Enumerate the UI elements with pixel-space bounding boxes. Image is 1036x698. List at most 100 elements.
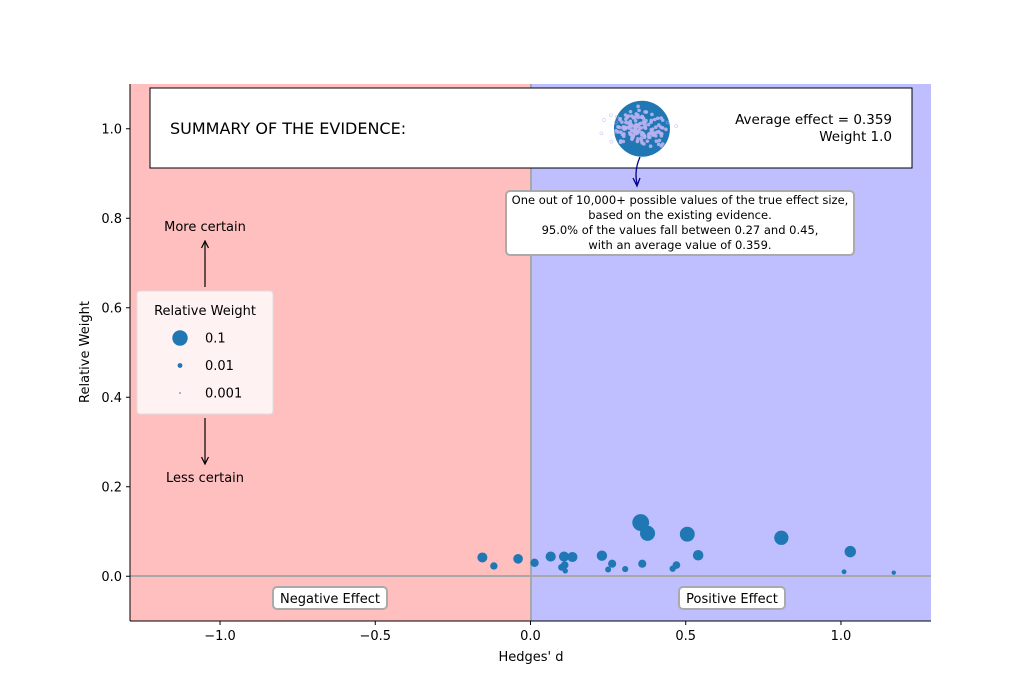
y-tick-label: 0.0	[101, 570, 122, 585]
sample-dot	[626, 114, 631, 118]
sample-dot	[650, 127, 655, 131]
sample-dot	[620, 132, 625, 137]
sample-dot	[649, 120, 653, 124]
sample-dot	[636, 104, 640, 109]
legend-entries: 0.1 0.01 0.001	[172, 330, 242, 402]
sample-dot	[636, 130, 640, 134]
sample-dot	[639, 133, 644, 137]
sample-dot	[648, 135, 652, 140]
y-axis-title: Relative Weight	[78, 301, 93, 403]
sample-dot	[618, 139, 623, 143]
y-tick-label: 0.8	[101, 212, 122, 227]
sample-dot	[615, 114, 619, 119]
negative-effect-label-box	[272, 586, 388, 610]
sample-dot	[664, 127, 668, 132]
sample-dot	[639, 126, 644, 130]
summary-box	[149, 87, 913, 169]
sample-dot	[631, 129, 636, 134]
sample-dot	[616, 125, 620, 129]
data-point	[692, 549, 704, 561]
sample-dot	[659, 125, 663, 129]
callout-box	[505, 190, 855, 256]
sample-dot	[602, 118, 606, 122]
y-tick-label: 0.4	[101, 391, 122, 406]
y-tick-label: 0.6	[101, 301, 122, 316]
less-certain-label: Less certain	[166, 471, 244, 486]
sample-dot	[636, 137, 640, 141]
legend-marker	[177, 363, 183, 368]
x-tick-label: 0.0	[520, 629, 541, 644]
sample-dot	[633, 115, 638, 119]
sample-dot	[620, 120, 624, 124]
sample-dot	[650, 112, 654, 117]
x-tick-label: 0.5	[675, 629, 696, 644]
legend-marker	[172, 330, 188, 346]
sample-dot	[652, 117, 657, 122]
data-point	[558, 551, 570, 562]
sample-dot	[641, 116, 646, 121]
sample-dot	[634, 112, 639, 116]
data-point	[844, 545, 856, 558]
sample-dot	[629, 114, 634, 118]
more-certain-arrowhead	[200, 239, 210, 249]
negative-effect-label: Negative Effect	[280, 592, 380, 607]
sample-dot	[614, 128, 618, 133]
legend-label: 0.01	[205, 359, 234, 374]
sample-dot	[645, 139, 650, 143]
sample-dot	[633, 123, 638, 128]
sample-dot	[628, 119, 633, 124]
legend-title: Relative Weight	[154, 304, 256, 319]
sample-dot	[637, 108, 641, 113]
data-point	[640, 525, 656, 541]
y-tick-label: 0.2	[101, 480, 122, 495]
callout-line-3: 95.0% of the values fall between 0.27 an…	[542, 223, 819, 237]
data-point	[622, 566, 629, 573]
sample-dot	[656, 142, 661, 147]
sample-dot	[618, 117, 622, 122]
legend-label: 0.001	[205, 387, 242, 402]
sample-dot	[653, 132, 657, 137]
sample-dot	[628, 109, 633, 114]
data-point	[841, 569, 847, 575]
x-tick-label: −1.0	[204, 629, 236, 644]
callout-line-1: One out of 10,000+ possible values of th…	[512, 193, 849, 207]
data-point	[567, 551, 578, 563]
sample-dot	[654, 139, 659, 143]
sample-dot	[657, 123, 661, 127]
less-certain-arrowhead	[200, 456, 210, 466]
data-point	[605, 566, 612, 573]
data-point	[608, 559, 617, 568]
sample-dot	[646, 122, 651, 127]
legend-box	[136, 290, 274, 415]
callout-line-4: with an average value of 0.359.	[588, 238, 771, 252]
summary-effect-bubble	[599, 100, 678, 157]
summary-average: Average effect = 0.359	[735, 112, 892, 128]
sample-dot	[659, 144, 664, 148]
sample-dot	[655, 116, 660, 121]
sample-dot	[608, 113, 613, 117]
sample-dot	[624, 120, 628, 125]
legend-label: 0.1	[205, 332, 226, 347]
data-point	[530, 558, 539, 568]
legend-marker	[179, 392, 181, 394]
sample-dot	[654, 125, 658, 130]
sample-dot	[648, 144, 653, 149]
y-tick-label: 1.0	[101, 122, 122, 137]
sample-dot	[639, 138, 644, 143]
summary-weight: Weight 1.0	[819, 129, 892, 145]
sample-dot	[657, 138, 662, 143]
data-point	[596, 550, 608, 561]
sample-dot	[638, 121, 643, 126]
data-point	[672, 561, 681, 569]
sample-dot	[659, 131, 664, 136]
sample-dot	[644, 110, 649, 114]
sample-dot	[630, 137, 634, 141]
sample-dot	[665, 120, 670, 125]
positive-effect-label-box	[678, 586, 786, 610]
data-point	[545, 551, 556, 562]
data-point	[774, 530, 789, 545]
data-point	[477, 552, 488, 563]
data-point	[490, 562, 498, 570]
summary-title: SUMMARY OF THE EVIDENCE:	[170, 119, 406, 138]
positive-effect-region	[531, 84, 931, 621]
